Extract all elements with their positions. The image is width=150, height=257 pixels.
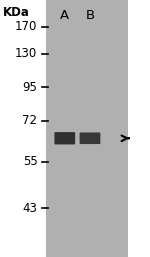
- Text: KDa: KDa: [3, 6, 30, 20]
- Text: 130: 130: [15, 48, 37, 60]
- Text: 170: 170: [15, 21, 37, 33]
- Text: A: A: [60, 9, 69, 22]
- Text: 43: 43: [22, 202, 37, 215]
- FancyBboxPatch shape: [80, 133, 100, 144]
- FancyBboxPatch shape: [46, 0, 128, 257]
- Text: 55: 55: [23, 155, 37, 168]
- Text: 72: 72: [22, 114, 37, 127]
- Text: 95: 95: [22, 81, 37, 94]
- Text: B: B: [85, 9, 94, 22]
- FancyBboxPatch shape: [54, 132, 75, 144]
